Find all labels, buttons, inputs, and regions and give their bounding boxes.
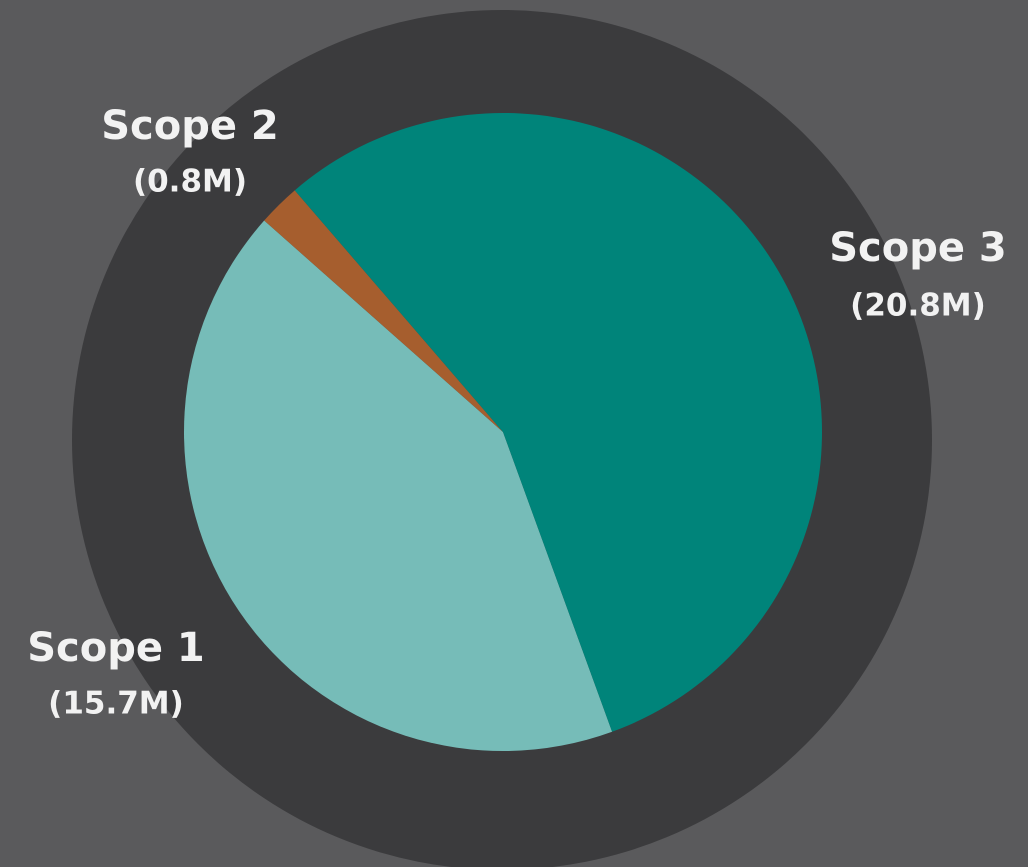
- pie-slice: [264, 190, 503, 432]
- slice-label: Scope 3: [829, 225, 1007, 271]
- slice-label: Scope 1: [27, 625, 205, 671]
- slice-value-label: (0.8M): [133, 164, 247, 200]
- slice-value-label: (15.7M): [48, 686, 184, 722]
- slice-value-label: (20.8M): [850, 288, 986, 324]
- slice-label: Scope 2: [101, 103, 279, 149]
- pie-slice: [184, 220, 613, 752]
- pie-slice: [294, 112, 822, 732]
